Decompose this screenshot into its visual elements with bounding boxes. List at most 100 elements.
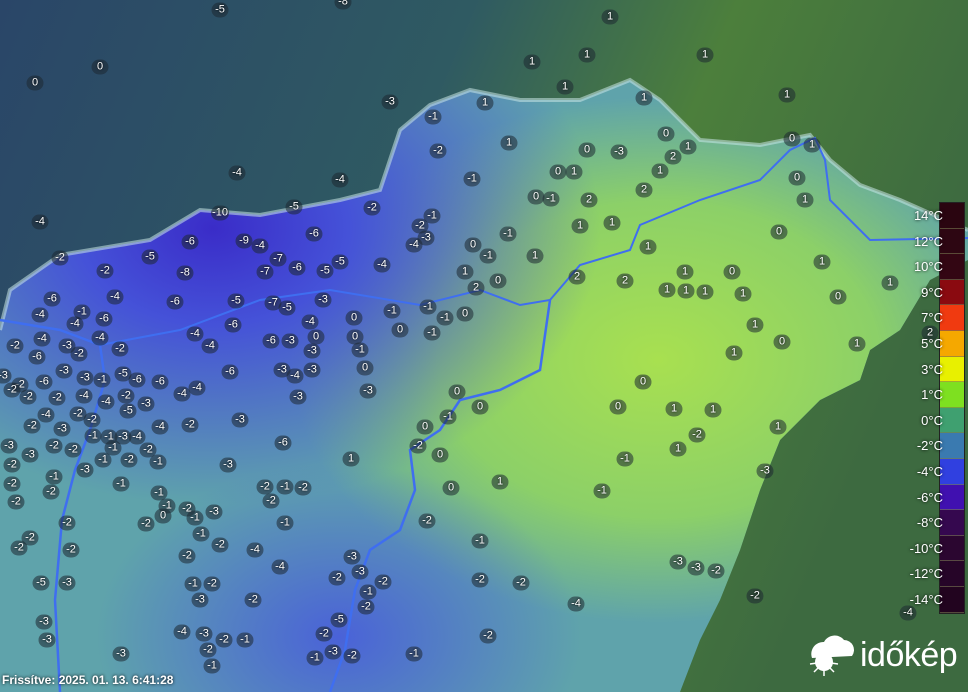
station-temperature[interactable]: -5	[331, 254, 349, 270]
station-temperature[interactable]: -4	[286, 368, 304, 384]
station-temperature[interactable]: -3	[324, 644, 342, 660]
station-temperature[interactable]: -4	[151, 419, 169, 435]
station-temperature[interactable]: 0	[773, 334, 791, 350]
station-temperature[interactable]: -2	[48, 390, 66, 406]
station-temperature[interactable]: -1	[84, 428, 102, 444]
station-temperature[interactable]: -2	[96, 263, 114, 279]
station-temperature[interactable]: -3	[303, 343, 321, 359]
station-temperature[interactable]: -3	[314, 292, 332, 308]
station-temperature[interactable]: -4	[33, 331, 51, 347]
station-temperature[interactable]: -1	[276, 515, 294, 531]
station-temperature[interactable]: -3	[112, 646, 130, 662]
station-temperature[interactable]: -4	[97, 394, 115, 410]
station-temperature[interactable]: -2	[411, 218, 429, 234]
station-temperature[interactable]: -1	[439, 409, 457, 425]
station-temperature[interactable]: -3	[58, 575, 76, 591]
station-temperature[interactable]: -4	[271, 559, 289, 575]
station-temperature[interactable]: 0	[634, 374, 652, 390]
station-temperature[interactable]: -4	[301, 314, 319, 330]
station-temperature[interactable]: -6	[181, 234, 199, 250]
station-temperature[interactable]: -1	[236, 632, 254, 648]
station-temperature[interactable]: -5	[32, 575, 50, 591]
station-temperature[interactable]: -1	[436, 310, 454, 326]
station-temperature[interactable]: -1	[423, 208, 441, 224]
station-temperature[interactable]: -2	[374, 574, 392, 590]
station-temperature[interactable]: -5	[114, 366, 132, 382]
station-temperature[interactable]: -2	[244, 592, 262, 608]
station-temperature[interactable]: 0	[26, 75, 44, 91]
station-temperature[interactable]: -10	[211, 205, 229, 221]
station-temperature[interactable]: -2	[256, 479, 274, 495]
station-temperature[interactable]: 0	[829, 289, 847, 305]
station-temperature[interactable]: 0	[549, 164, 567, 180]
station-temperature[interactable]: -9	[235, 233, 253, 249]
station-temperature[interactable]: -3	[669, 554, 687, 570]
station-temperature[interactable]: 0	[783, 131, 801, 147]
station-temperature[interactable]: -2	[746, 588, 764, 604]
station-temperature[interactable]: -3	[53, 421, 71, 437]
station-temperature[interactable]: 1	[676, 264, 694, 280]
station-temperature[interactable]: -2	[363, 200, 381, 216]
station-temperature[interactable]: -4	[31, 307, 49, 323]
station-temperature[interactable]: -2	[70, 346, 88, 362]
station-temperature[interactable]: -6	[35, 374, 53, 390]
station-temperature[interactable]: -6	[262, 333, 280, 349]
station-temperature[interactable]: 1	[803, 137, 821, 153]
station-temperature[interactable]: 2	[664, 149, 682, 165]
station-temperature[interactable]: -5	[330, 612, 348, 628]
station-temperature[interactable]: -3	[756, 463, 774, 479]
station-temperature[interactable]: -2	[707, 563, 725, 579]
station-temperature[interactable]: -3	[343, 549, 361, 565]
station-temperature[interactable]: 2	[921, 325, 939, 341]
station-temperature[interactable]: 0	[788, 170, 806, 186]
station-temperature[interactable]: 1	[796, 192, 814, 208]
station-temperature[interactable]: -2	[343, 648, 361, 664]
station-temperature[interactable]: -3	[219, 457, 237, 473]
station-temperature[interactable]: -6	[151, 374, 169, 390]
station-temperature[interactable]: -5	[211, 2, 229, 18]
station-temperature[interactable]: -3	[281, 333, 299, 349]
station-temperature[interactable]: 0	[346, 329, 364, 345]
station-temperature[interactable]: -4	[373, 257, 391, 273]
station-temperature[interactable]: -7	[269, 251, 287, 267]
station-temperature[interactable]: -2	[328, 570, 346, 586]
station-temperature[interactable]: -6	[128, 372, 146, 388]
station-temperature[interactable]: -1	[405, 646, 423, 662]
station-temperature[interactable]: -2	[429, 143, 447, 159]
station-temperature[interactable]: -3	[0, 368, 12, 384]
station-temperature[interactable]: -1	[419, 299, 437, 315]
station-temperature[interactable]: -1	[424, 109, 442, 125]
station-temperature[interactable]: -1	[593, 483, 611, 499]
station-temperature[interactable]: 1	[725, 345, 743, 361]
station-temperature[interactable]: -3	[38, 632, 56, 648]
station-temperature[interactable]: -3	[21, 447, 39, 463]
station-temperature[interactable]: -3	[114, 429, 132, 445]
station-temperature[interactable]: -4	[106, 289, 124, 305]
station-temperature[interactable]: -2	[6, 338, 24, 354]
station-temperature[interactable]: -2	[111, 341, 129, 357]
station-temperature[interactable]: -1	[73, 304, 91, 320]
station-temperature[interactable]: -2	[7, 494, 25, 510]
station-temperature[interactable]: -1	[499, 226, 517, 242]
station-temperature[interactable]: -2	[120, 452, 138, 468]
station-temperature[interactable]: -5	[285, 199, 303, 215]
station-temperature[interactable]: 0	[657, 126, 675, 142]
station-temperature[interactable]: -1	[184, 576, 202, 592]
station-temperature[interactable]: -1	[104, 440, 122, 456]
station-temperature[interactable]: -3	[273, 362, 291, 378]
station-temperature[interactable]: -3	[359, 383, 377, 399]
station-temperature[interactable]: -2	[418, 513, 436, 529]
station-temperature[interactable]: -2	[512, 575, 530, 591]
station-temperature[interactable]: 1	[571, 218, 589, 234]
station-temperature[interactable]: 1	[523, 54, 541, 70]
station-temperature[interactable]: -2	[3, 476, 21, 492]
station-temperature[interactable]: 0	[471, 399, 489, 415]
station-temperature[interactable]: -2	[688, 427, 706, 443]
station-temperature[interactable]: -6	[95, 311, 113, 327]
station-temperature[interactable]: -3	[381, 94, 399, 110]
station-temperature[interactable]: -3	[205, 504, 223, 520]
station-temperature[interactable]: -2	[21, 530, 39, 546]
station-temperature[interactable]: -2	[181, 417, 199, 433]
station-temperature[interactable]: -2	[178, 548, 196, 564]
station-temperature[interactable]: -1	[192, 526, 210, 542]
